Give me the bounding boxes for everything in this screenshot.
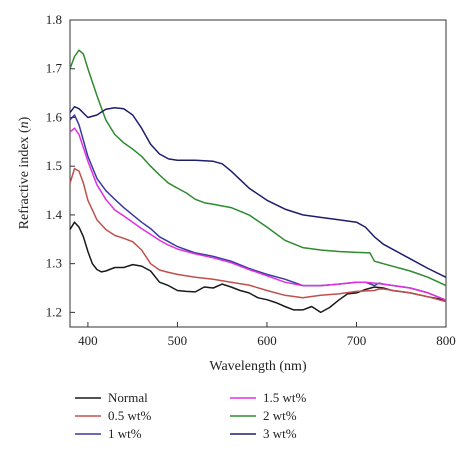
plot-frame xyxy=(69,19,447,328)
y-tick-label: 1.3 xyxy=(46,256,62,271)
series-layer xyxy=(69,49,447,314)
legend-label: 1.5 wt% xyxy=(263,390,307,405)
legend-label: 0.5 wt% xyxy=(108,408,152,423)
series-line xyxy=(69,114,447,301)
legend: Normal 0.5 wt% 1 wt% 1.5 wt% 2 wt% 3 wt% xyxy=(75,390,307,441)
legend-item: 0.5 wt% xyxy=(75,408,152,423)
y-tick-label: 1.6 xyxy=(46,109,63,124)
y-axis-title-end: ) xyxy=(17,116,32,121)
y-tick-label: 1.7 xyxy=(46,61,63,76)
series-line xyxy=(69,49,447,287)
series-line xyxy=(69,127,447,301)
series-line xyxy=(69,221,447,314)
legend-label: 1 wt% xyxy=(108,426,142,441)
x-tick-label: 700 xyxy=(347,333,367,348)
y-axis-title-variable: n xyxy=(17,121,32,128)
series-line xyxy=(69,105,447,278)
y-axis: 1.2 1.3 1.4 1.5 1.6 1.7 1.8 xyxy=(46,12,75,319)
legend-item: Normal xyxy=(75,390,148,405)
x-axis-title: Wavelength (nm) xyxy=(209,359,307,374)
y-axis-title-main: Refractive index ( xyxy=(17,128,32,229)
plot-area xyxy=(69,19,447,328)
y-tick-label: 1.5 xyxy=(46,158,62,173)
legend-item: 3 wt% xyxy=(230,426,297,441)
legend-label: 2 wt% xyxy=(263,408,297,423)
y-tick-label: 1.8 xyxy=(46,12,62,27)
legend-label: Normal xyxy=(108,390,148,405)
legend-label: 3 wt% xyxy=(263,426,297,441)
y-axis-title: Refractive index (n) xyxy=(17,116,32,229)
x-tick-label: 500 xyxy=(168,333,188,348)
y-tick-label: 1.4 xyxy=(46,207,63,222)
series-line xyxy=(69,167,447,303)
legend-item: 2 wt% xyxy=(230,408,297,423)
legend-item: 1 wt% xyxy=(75,426,142,441)
x-tick-label: 800 xyxy=(436,333,456,348)
legend-item: 1.5 wt% xyxy=(230,390,307,405)
x-tick-label: 600 xyxy=(257,333,277,348)
x-axis: 400 500 600 700 800 xyxy=(78,322,456,348)
y-tick-label: 1.2 xyxy=(46,304,62,319)
x-tick-label: 400 xyxy=(78,333,98,348)
